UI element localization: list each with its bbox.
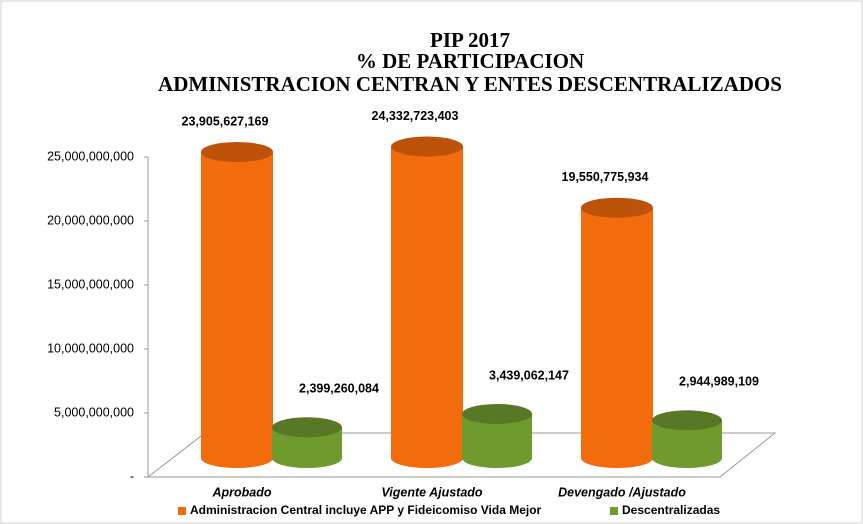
- x-tick-label: Devengado /Ajustado: [558, 485, 686, 499]
- cylinder-top: [462, 403, 532, 424]
- cylinder: [462, 413, 532, 468]
- cylinder: [581, 207, 653, 468]
- cylinder-top: [272, 417, 342, 438]
- x-tick-label: Vigente Ajustado: [381, 485, 483, 499]
- value-label: 2,399,260,084: [299, 382, 379, 396]
- cylinder-top: [581, 197, 653, 218]
- y-tick-label: 5,000,000,000: [54, 405, 134, 419]
- chart-title: % DE PARTICIPACION: [356, 49, 584, 73]
- legend-swatch: [178, 507, 186, 515]
- value-label: 3,439,062,147: [489, 368, 569, 382]
- cylinder-top: [201, 142, 273, 163]
- cylinder: [201, 152, 273, 468]
- cylinder: [272, 427, 342, 468]
- cylinder: [391, 146, 463, 468]
- legend-swatch: [610, 507, 618, 515]
- chart-title: ADMINISTRACION CENTRAN Y ENTES DESCENTRA…: [158, 72, 782, 96]
- y-tick-label: -: [130, 469, 134, 483]
- y-tick-label: 15,000,000,000: [47, 277, 134, 291]
- value-label: 24,332,723,403: [372, 109, 459, 123]
- cylinder: [652, 420, 722, 468]
- y-tick-label: 20,000,000,000: [47, 213, 134, 227]
- value-label: 19,550,775,934: [562, 170, 649, 184]
- cylinder-top: [391, 136, 463, 157]
- y-tick-label: 25,000,000,000: [47, 149, 134, 163]
- chart-title: PIP 2017: [430, 28, 510, 52]
- value-label: 23,905,627,169: [182, 114, 269, 128]
- cylinder-top: [652, 410, 722, 431]
- x-tick-label: Aprobado: [211, 485, 271, 499]
- value-label: 2,944,989,109: [679, 375, 759, 389]
- legend-label: Descentralizadas: [622, 503, 720, 517]
- legend-label: Administracion Central incluye APP y Fid…: [190, 503, 542, 517]
- y-tick-label: 10,000,000,000: [47, 341, 134, 355]
